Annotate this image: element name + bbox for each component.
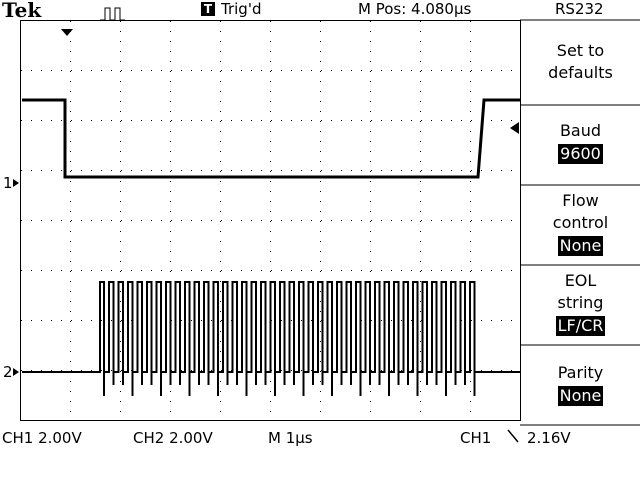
ch2-trace [22, 281, 520, 396]
menu-item[interactable]: Set to defaults [521, 40, 640, 84]
menu-item[interactable]: Baud 9600 [521, 120, 640, 164]
menu-label: Set to defaults [548, 41, 613, 82]
trigger-source: CH1 [460, 429, 492, 447]
ch2-scale: CH2 2.00V [133, 429, 213, 447]
menu-value: None [557, 386, 604, 406]
menu-value: None [557, 236, 604, 256]
menu-item[interactable]: Flow control None [521, 190, 640, 256]
trigger-position-marker [61, 29, 73, 36]
menu-item[interactable]: EOL string LF/CR [521, 270, 640, 336]
trigger-icon: T [201, 2, 215, 16]
menu-value: 9600 [558, 144, 603, 164]
menu-label: Baud [559, 121, 602, 140]
trigger-state: Trig'd [221, 0, 262, 18]
ch1-scale: CH1 2.00V [2, 429, 82, 447]
ch2-marker: 2 [3, 363, 13, 381]
ch1-trace [22, 98, 520, 179]
trigger-slope-icon [507, 429, 519, 443]
menu-value: LF/CR [555, 316, 606, 336]
timebase: M 1µs [268, 429, 313, 447]
menu-title: RS232 [555, 0, 604, 18]
menu-label: Parity [557, 363, 604, 382]
ch2-marker-arrow [13, 368, 19, 376]
ch1-marker-arrow [13, 179, 19, 187]
horizontal-position: M Pos: 4.080µs [358, 0, 472, 18]
trigger-level: 2.16V [527, 429, 571, 447]
menu-item[interactable]: Parity None [521, 362, 640, 406]
ch1-marker: 1 [3, 174, 13, 192]
menu-label: Flow control [552, 191, 609, 232]
acquire-icon [100, 7, 125, 21]
brand: Tek [2, 0, 42, 22]
trigger-level-marker [510, 122, 519, 134]
menu-label: EOL string [557, 271, 604, 312]
graticule-border [20, 20, 521, 421]
